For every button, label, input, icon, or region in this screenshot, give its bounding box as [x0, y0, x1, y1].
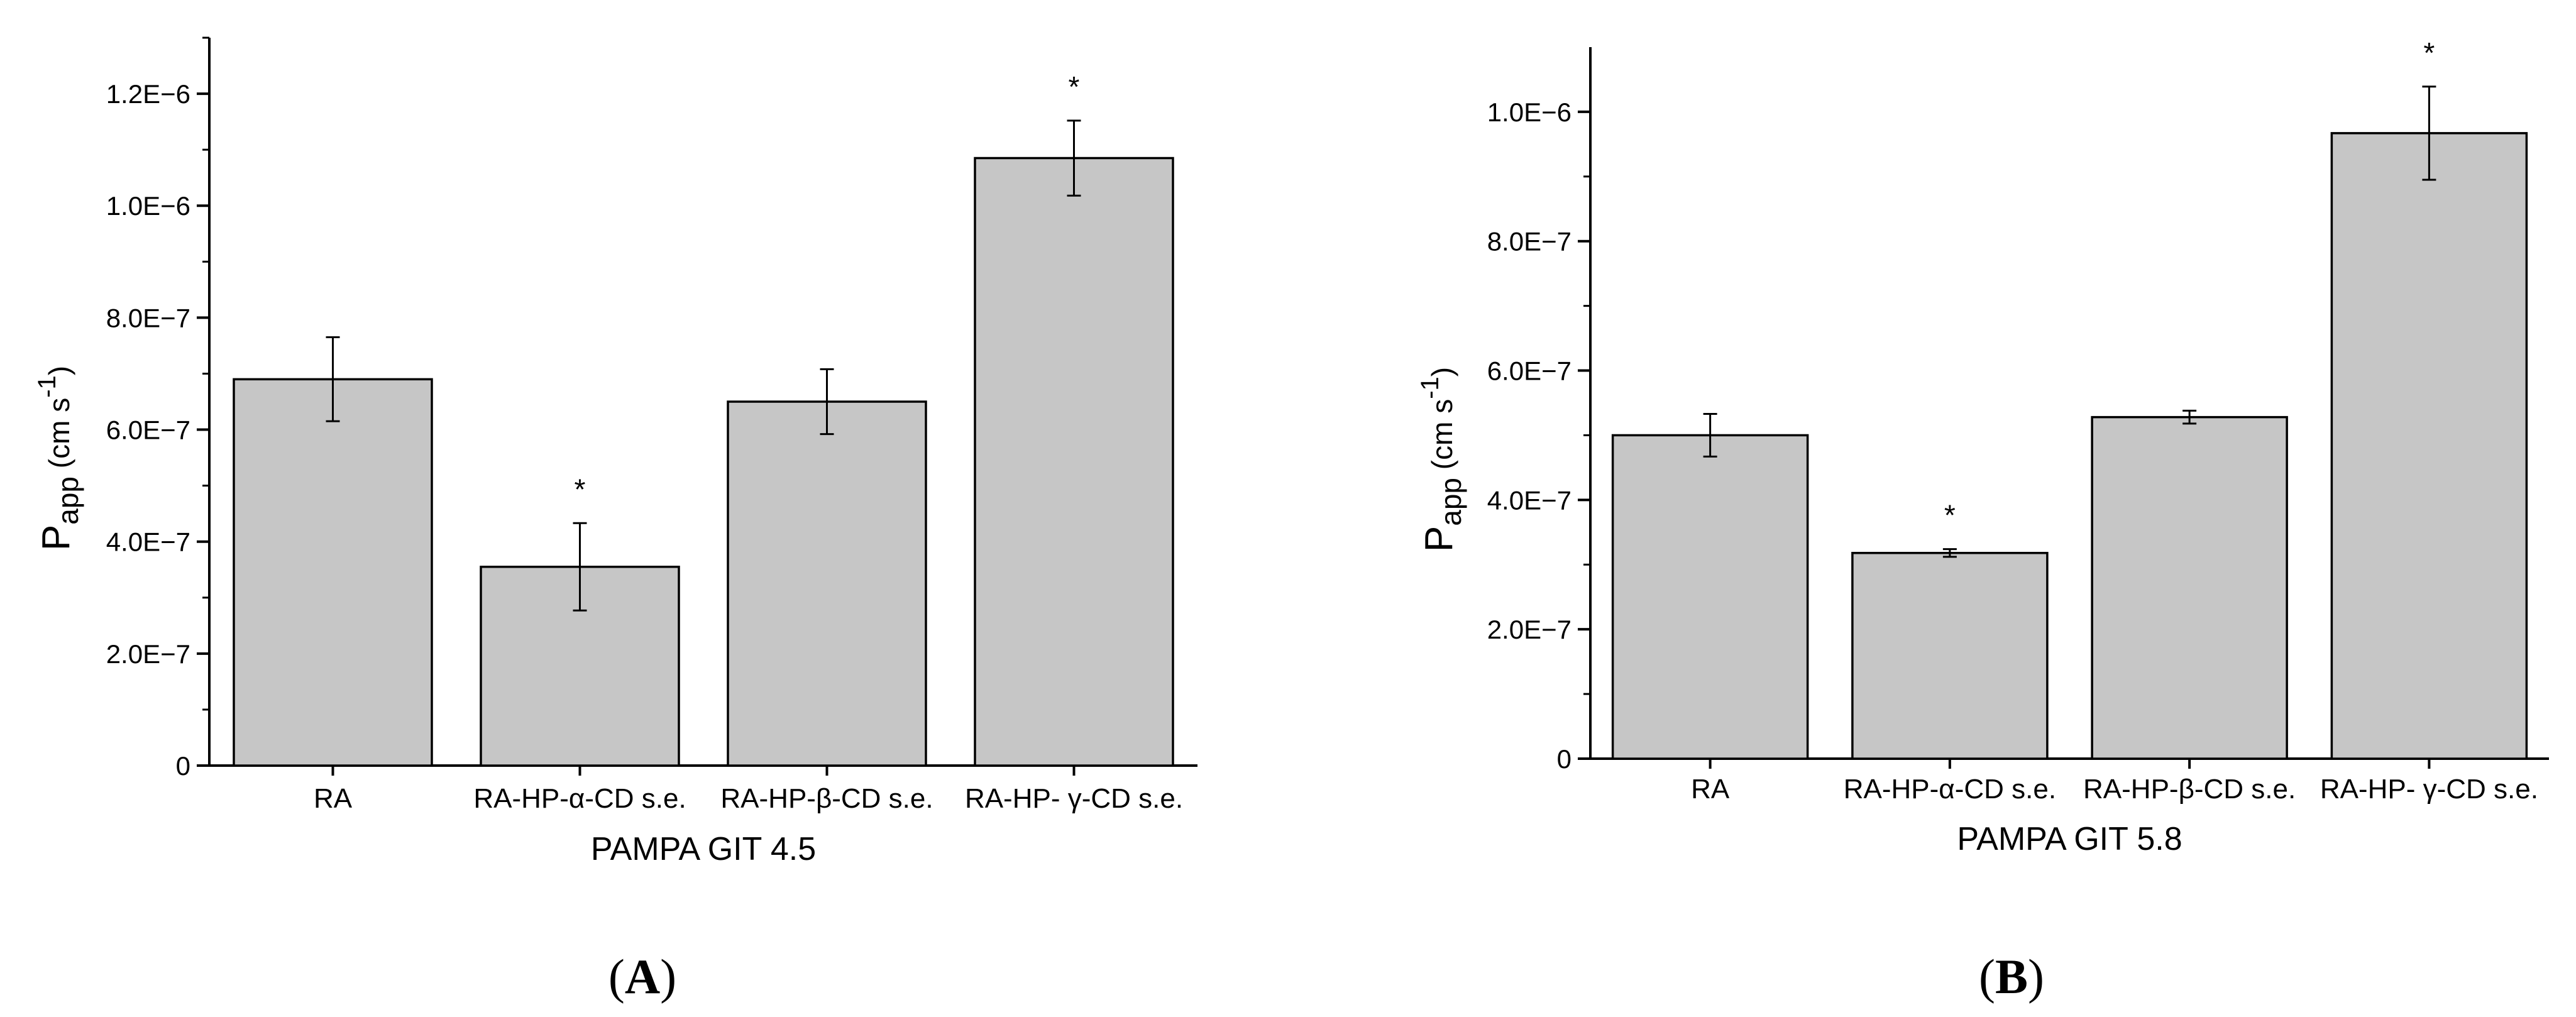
x-tick-label: RA-HP-β-CD s.e.: [720, 783, 933, 814]
significance-marker: *: [2423, 36, 2435, 69]
bar: [1851, 551, 2049, 760]
x-tick-label: RA-HP-α-CD s.e.: [473, 783, 686, 814]
bar: [233, 378, 433, 767]
y-tick-label: 1.0E−6: [106, 191, 190, 221]
bar: [727, 400, 927, 767]
significance-marker: *: [575, 473, 586, 505]
y-tick-label: 2.0E−7: [1487, 615, 1571, 644]
x-axis-label: PAMPA GIT 5.8: [1957, 821, 2182, 857]
bar: [2091, 415, 2288, 760]
x-tick-label: RA-HP- γ-CD s.e.: [2320, 774, 2538, 805]
panel-label-b: (B): [1979, 949, 2044, 1004]
y-tick-label: 4.0E−7: [106, 527, 190, 557]
y-tick-label: 0: [176, 751, 190, 781]
y-tick-label: 8.0E−7: [1487, 227, 1571, 256]
x-tick-label: RA-HP-α-CD s.e.: [1844, 774, 2056, 805]
significance-marker: *: [1069, 70, 1080, 103]
y-axis-label: Papp (cm s-1): [33, 366, 84, 551]
y-tick-label: 8.0E−7: [106, 303, 190, 333]
panel-label-a: (A): [608, 949, 676, 1004]
y-tick-label: 2.0E−7: [106, 639, 190, 669]
x-tick-label: RA-HP- γ-CD s.e.: [965, 783, 1183, 814]
y-tick-label: 6.0E−7: [106, 415, 190, 445]
y-axis-label: Papp (cm s-1): [1416, 367, 1467, 552]
chart-panel-b: 0 2.0E−7 4.0E−7 6.0E−7 8.0E−7 1.0E−6 RA * RA-HP-…: [1416, 36, 2549, 857]
chart-panel-a: 0 2.0E−7 4.0E−7 6.0E−7 8.0E−7 1.0E−6 1.2E−6 RA *…: [33, 36, 1197, 867]
bar: [974, 157, 1174, 767]
y-tick-label: 1.0E−6: [1487, 97, 1571, 127]
x-axis-label: PAMPA GIT 4.5: [591, 831, 816, 867]
significance-marker: *: [1944, 499, 1956, 532]
y-tick-label: 6.0E−7: [1487, 356, 1571, 386]
x-tick-label: RA-HP-β-CD s.e.: [2083, 774, 2296, 805]
x-tick-label: RA: [314, 783, 353, 814]
y-tick-label: 1.2E−6: [106, 79, 190, 109]
y-tick-label: 4.0E−7: [1487, 485, 1571, 515]
x-tick-label: RA: [1691, 774, 1730, 805]
bar: [1611, 434, 1809, 760]
y-tick-label: 0: [1557, 744, 1571, 774]
bar: [2330, 132, 2528, 760]
